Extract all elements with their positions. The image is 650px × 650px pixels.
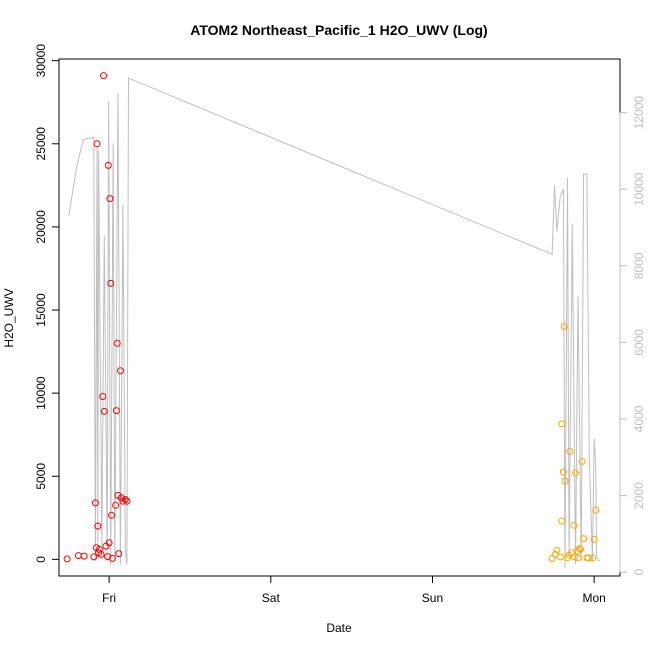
data-point	[106, 195, 114, 203]
right-y-axis: 0 2000 4000 6000 8000 10000 12000	[619, 96, 646, 576]
data-point	[115, 550, 123, 558]
data-point	[571, 553, 579, 561]
x-tick-label: Sat	[262, 591, 281, 605]
data-point	[553, 546, 561, 554]
data-point	[93, 140, 101, 148]
x-tick-label: Sun	[422, 591, 443, 605]
y2-tick-label: 10000	[632, 172, 646, 206]
y2-tick-label: 6000	[632, 329, 646, 356]
data-point	[576, 545, 584, 553]
left-y-axis: 0 5000 10000 15000 20000 25000 30000	[34, 44, 60, 563]
data-point	[95, 545, 103, 553]
data-point	[560, 323, 568, 331]
series-line	[68, 77, 600, 569]
data-point	[548, 555, 556, 562]
data-point	[108, 511, 115, 519]
data-point	[123, 497, 131, 505]
data-point	[113, 339, 121, 347]
data-point	[112, 501, 120, 509]
data-point	[74, 552, 82, 560]
data-point	[566, 447, 574, 455]
y-tick-label: 20000	[34, 210, 48, 244]
x-tick-label: Fri	[102, 591, 116, 605]
data-point	[592, 506, 600, 514]
y-tick-label: 15000	[34, 293, 48, 327]
data-point	[100, 407, 108, 415]
data-point	[589, 554, 596, 562]
data-point	[91, 499, 99, 507]
data-point	[104, 553, 111, 561]
data-point	[116, 367, 124, 375]
x-tick-label: Mon	[582, 591, 605, 605]
y-tick-label: 30000	[34, 44, 48, 78]
x-axis: Fri Sat Sun Mon	[102, 575, 606, 605]
data-point	[90, 553, 98, 561]
data-point	[100, 72, 107, 80]
data-point	[121, 496, 129, 503]
data-point	[94, 522, 102, 530]
data-point	[558, 420, 566, 428]
data-point	[97, 550, 105, 558]
data-point	[561, 477, 569, 485]
y2-tick-label: 2000	[632, 482, 646, 509]
data-point	[559, 468, 567, 476]
y2-tick-label: 12000	[632, 96, 646, 130]
data-point	[112, 407, 120, 415]
data-point	[63, 555, 71, 563]
data-point	[580, 535, 588, 543]
data-point	[107, 279, 115, 287]
data-point	[590, 535, 598, 543]
data-point	[80, 552, 88, 560]
data-point	[108, 554, 116, 562]
data-point	[99, 393, 107, 400]
y-tick-label: 10000	[34, 376, 48, 410]
y-tick-label: 5000	[34, 463, 48, 490]
line-series-layer	[68, 77, 600, 569]
y-tick-label: 0	[34, 556, 48, 563]
data-point	[105, 539, 113, 547]
y-tick-label: 25000	[34, 127, 48, 161]
data-point	[585, 554, 592, 562]
data-point	[576, 545, 584, 553]
y-axis-label: H2O_UWV	[2, 288, 16, 347]
data-point	[570, 521, 578, 529]
x-axis-label: Date	[326, 621, 352, 635]
data-point	[558, 517, 566, 525]
data-point	[556, 553, 564, 561]
chart-title: ATOM2 Northeast_Pacific_1 H2O_UWV (Log)	[190, 22, 487, 38]
points-layer	[63, 72, 600, 563]
data-point	[572, 469, 579, 477]
data-point	[578, 457, 586, 465]
data-point	[574, 554, 582, 562]
plot-area	[58, 58, 621, 577]
y2-tick-label: 0	[632, 569, 646, 576]
data-point	[117, 494, 125, 502]
y2-tick-label: 4000	[632, 405, 646, 432]
plot-frame	[58, 58, 621, 577]
y2-tick-label: 8000	[632, 252, 646, 279]
data-point	[104, 161, 112, 169]
